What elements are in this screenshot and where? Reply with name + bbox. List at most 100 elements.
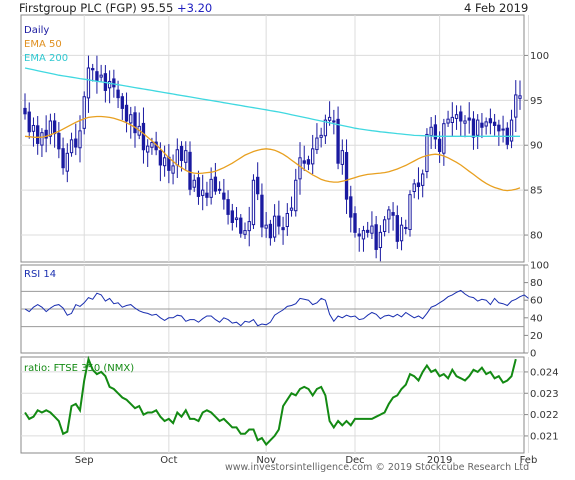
price-candle	[332, 109, 336, 135]
candle-body	[323, 119, 328, 137]
candle-body	[306, 159, 311, 165]
price-candle	[167, 144, 171, 184]
candle-body	[146, 145, 150, 153]
candle-body	[319, 134, 323, 138]
candle-body	[302, 160, 306, 164]
price-y-tick-label: 90	[530, 141, 543, 152]
price-candle	[378, 225, 383, 262]
candle-body	[133, 112, 137, 134]
candle-body	[370, 225, 374, 234]
candle-body	[141, 122, 146, 151]
price-candle	[471, 111, 476, 150]
legend-daily: Daily	[24, 25, 49, 36]
candle-body	[340, 150, 344, 165]
price-candle	[230, 203, 234, 231]
price-candle	[213, 162, 218, 195]
legend-ema-200: EMA 200	[24, 53, 68, 64]
price-candle	[91, 63, 95, 82]
candle-body	[497, 124, 501, 132]
candle-body	[116, 89, 120, 99]
price-candle	[480, 113, 484, 139]
candle-body	[459, 111, 463, 122]
price-y-tick-label: 95	[530, 96, 543, 107]
candle-body	[188, 151, 192, 190]
candle-body	[256, 176, 260, 195]
price-candle	[340, 139, 344, 175]
candle-body	[488, 118, 493, 124]
candle-body	[336, 118, 340, 164]
price-candle	[69, 132, 74, 157]
candle-body	[277, 215, 281, 227]
candle-body	[230, 210, 234, 223]
price-candle	[44, 115, 48, 153]
price-candle	[179, 141, 184, 172]
candle-body	[433, 124, 438, 140]
candle-body	[52, 120, 57, 135]
candle-body	[437, 138, 442, 153]
candle-body	[391, 212, 395, 216]
price-candle	[366, 221, 370, 238]
ema-50-line	[24, 115, 521, 192]
candle-body	[294, 179, 298, 212]
price-panel-frame	[20, 14, 525, 263]
price-candle	[446, 110, 450, 127]
candle-body	[349, 196, 353, 218]
price-candle	[120, 93, 124, 120]
legend-ema-50: EMA 50	[24, 39, 62, 50]
ratio-y-tick-label: 0.023	[530, 389, 559, 400]
price-candle	[353, 206, 357, 238]
candle-body	[514, 94, 518, 118]
candle-body	[442, 123, 446, 154]
price-candle	[201, 174, 205, 211]
copyright-footer: www.investorsintelligence.com © 2019 Sto…	[225, 462, 530, 473]
ratio-title: ratio: FTSE 350 (NMX)	[24, 363, 134, 374]
price-candle	[243, 222, 247, 240]
candle-body	[327, 116, 332, 121]
candle-body	[450, 116, 454, 124]
candle-body	[247, 221, 251, 232]
candle-body	[399, 224, 404, 242]
candle-body	[82, 96, 86, 129]
candle-body	[78, 130, 82, 149]
price-candle	[82, 91, 86, 135]
price-candle	[497, 119, 501, 146]
candle-body	[120, 96, 124, 109]
price-candle	[40, 128, 44, 158]
x-tick-label: Feb	[520, 455, 538, 466]
candle-body	[425, 133, 429, 173]
candle-body	[251, 179, 256, 226]
price-candle	[412, 179, 416, 199]
price-candle	[395, 205, 399, 249]
price-candle	[95, 55, 99, 94]
price-candle	[171, 154, 175, 185]
ratio-panel-frame	[20, 356, 525, 454]
candle-body	[162, 157, 167, 167]
price-candle	[239, 214, 243, 238]
price-candle	[146, 139, 150, 167]
price-candle	[217, 181, 222, 194]
price-candle	[272, 204, 277, 242]
candle-body	[361, 230, 366, 240]
price-candle	[518, 80, 522, 110]
price-candle	[137, 112, 141, 140]
price-candle	[361, 225, 366, 252]
candle-body	[243, 230, 247, 235]
candle-body	[408, 194, 412, 231]
price-panel	[23, 55, 522, 262]
legend: Daily EMA 50 EMA 200 RSI 14 ratio: FTSE 350 …	[24, 25, 134, 374]
candle-body	[289, 207, 294, 211]
candle-body	[387, 209, 391, 220]
price-candle	[277, 200, 281, 235]
price-candle	[226, 190, 230, 225]
price-candle	[319, 127, 323, 148]
price-candle	[48, 113, 53, 145]
price-change: +3.20	[176, 1, 213, 15]
price-candle	[36, 116, 40, 155]
candle-body	[175, 149, 179, 166]
rsi-y-tick-label: 20	[530, 331, 543, 342]
candle-body	[239, 217, 243, 234]
candle-body	[298, 157, 302, 180]
candle-body	[74, 138, 78, 148]
candle-body	[366, 229, 370, 233]
candle-body	[382, 219, 387, 232]
